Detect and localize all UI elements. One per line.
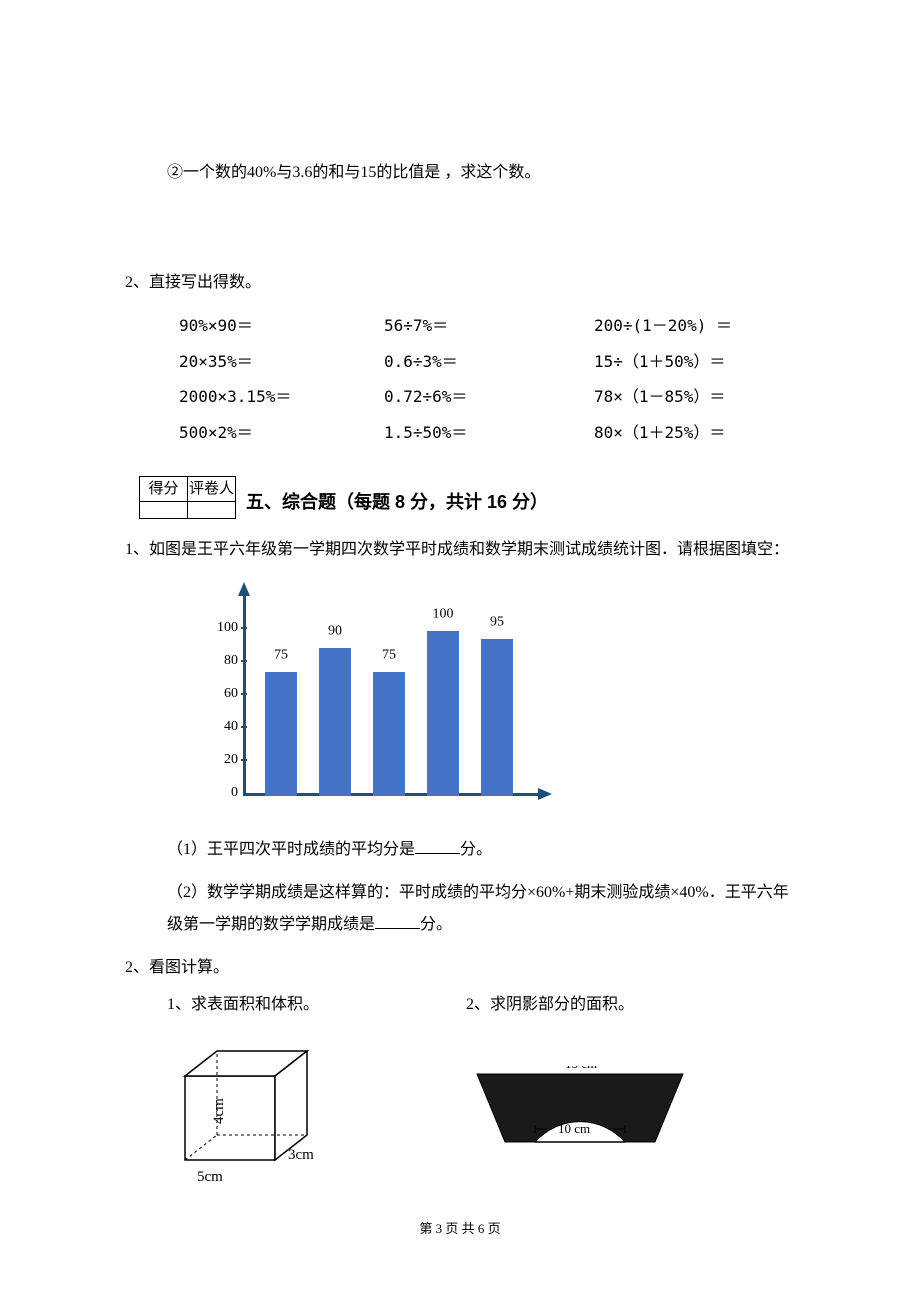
cuboid-d: 3cm: [288, 1147, 314, 1163]
y-tick-label: 0: [231, 782, 238, 804]
calc-cell: 0.6÷3%＝: [384, 349, 594, 375]
calc-cell: 0.72÷6%＝: [384, 384, 594, 410]
q5-2-sub2: 2、求阴影部分的面积。: [466, 992, 634, 1018]
page-footer: 第 3 页 共 6 页: [0, 1219, 920, 1240]
score-label-left: 得分: [140, 476, 188, 501]
q5-2-title: 2、看图计算。: [125, 955, 795, 981]
bar: [319, 648, 351, 797]
bar-label: 75: [373, 645, 405, 667]
calc-cell: 78×（1－85%）＝: [594, 384, 795, 410]
bar: [481, 639, 513, 796]
y-tick-label: 80: [224, 650, 238, 672]
y-tick-label: 60: [224, 683, 238, 705]
cuboid-w: 5cm: [197, 1169, 223, 1185]
cuboid-h: 4cm: [211, 1098, 227, 1124]
q5-1-2-suf: 分。: [420, 916, 452, 933]
q2-title: 2、直接写出得数。: [125, 270, 795, 296]
blank-field[interactable]: [415, 838, 460, 854]
shape2-mid: 10 cm: [558, 1121, 590, 1136]
calc-cell: 80×（1＋25%）＝: [594, 420, 795, 446]
y-tick-label: 40: [224, 716, 238, 738]
bar-chart: 0 20 40 60 80 100 75 90 75 100 95: [185, 582, 565, 817]
blank-field[interactable]: [375, 913, 420, 929]
bar-label: 90: [319, 620, 351, 642]
question-circle-2: ②一个数的40%与3.6的和与15的比值是 ，求这个数。: [125, 160, 795, 186]
calc-cell: 1.5÷50%＝: [384, 420, 594, 446]
shape2-top: 15 cm: [565, 1066, 597, 1071]
q5-1-1-pre: （1）王平四次平时成绩的平均分是: [167, 841, 415, 858]
calc-cell: 2000×3.15%＝: [179, 384, 384, 410]
bar: [427, 631, 459, 796]
calc-grid: 90%×90＝ 56÷7%＝ 200÷(1－20%) ＝ 20×35%＝ 0.6…: [125, 313, 795, 445]
bar: [265, 672, 297, 796]
arrow-right-icon: [538, 788, 552, 800]
calc-cell: 90%×90＝: [179, 313, 384, 339]
bar-label: 100: [427, 604, 459, 626]
section-5-title: 五、综合题（每题 8 分，共计 16 分）: [246, 488, 548, 519]
bar-label: 75: [265, 645, 297, 667]
calc-cell: 56÷7%＝: [384, 313, 594, 339]
y-tick-label: 100: [217, 617, 238, 639]
calc-cell: 200÷(1－20%) ＝: [594, 313, 795, 339]
y-tick-label: 20: [224, 749, 238, 771]
bar: [373, 672, 405, 796]
score-label-right: 评卷人: [188, 476, 236, 501]
calc-cell: 15÷（1＋50%）＝: [594, 349, 795, 375]
q5-1-text: 1、如图是王平六年级第一学期四次数学平时成绩和数学期末测试成绩统计图．请根据图填…: [125, 537, 795, 563]
q5-1-2-pre: （2）数学学期成绩是这样算的：平时成绩的平均分×60%+期末测验成绩×40%．王…: [167, 884, 789, 933]
q5-1-1-suf: 分。: [460, 841, 492, 858]
score-table: 得分 评卷人: [139, 476, 236, 519]
cuboid-figure: 5cm 4cm 3cm: [167, 1046, 337, 1191]
q5-2-sub1: 1、求表面积和体积。: [167, 992, 319, 1018]
bar-label: 95: [481, 612, 513, 634]
calc-cell: 20×35%＝: [179, 349, 384, 375]
calc-cell: 500×2%＝: [179, 420, 384, 446]
shaded-figure: 15 cm 10 cm: [467, 1066, 697, 1166]
